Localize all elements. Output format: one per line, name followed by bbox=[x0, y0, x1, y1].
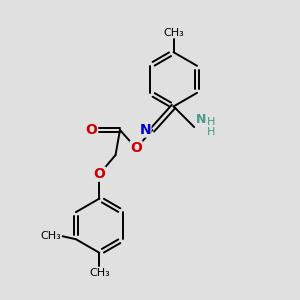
Text: H: H bbox=[206, 127, 215, 137]
Text: O: O bbox=[130, 141, 142, 155]
Text: CH₃: CH₃ bbox=[163, 28, 184, 38]
Text: O: O bbox=[85, 123, 97, 137]
Text: O: O bbox=[93, 167, 105, 181]
Text: N: N bbox=[196, 113, 206, 126]
Text: N: N bbox=[139, 123, 151, 137]
Text: CH₃: CH₃ bbox=[40, 231, 61, 241]
Text: CH₃: CH₃ bbox=[89, 268, 110, 278]
Text: H: H bbox=[206, 117, 215, 127]
